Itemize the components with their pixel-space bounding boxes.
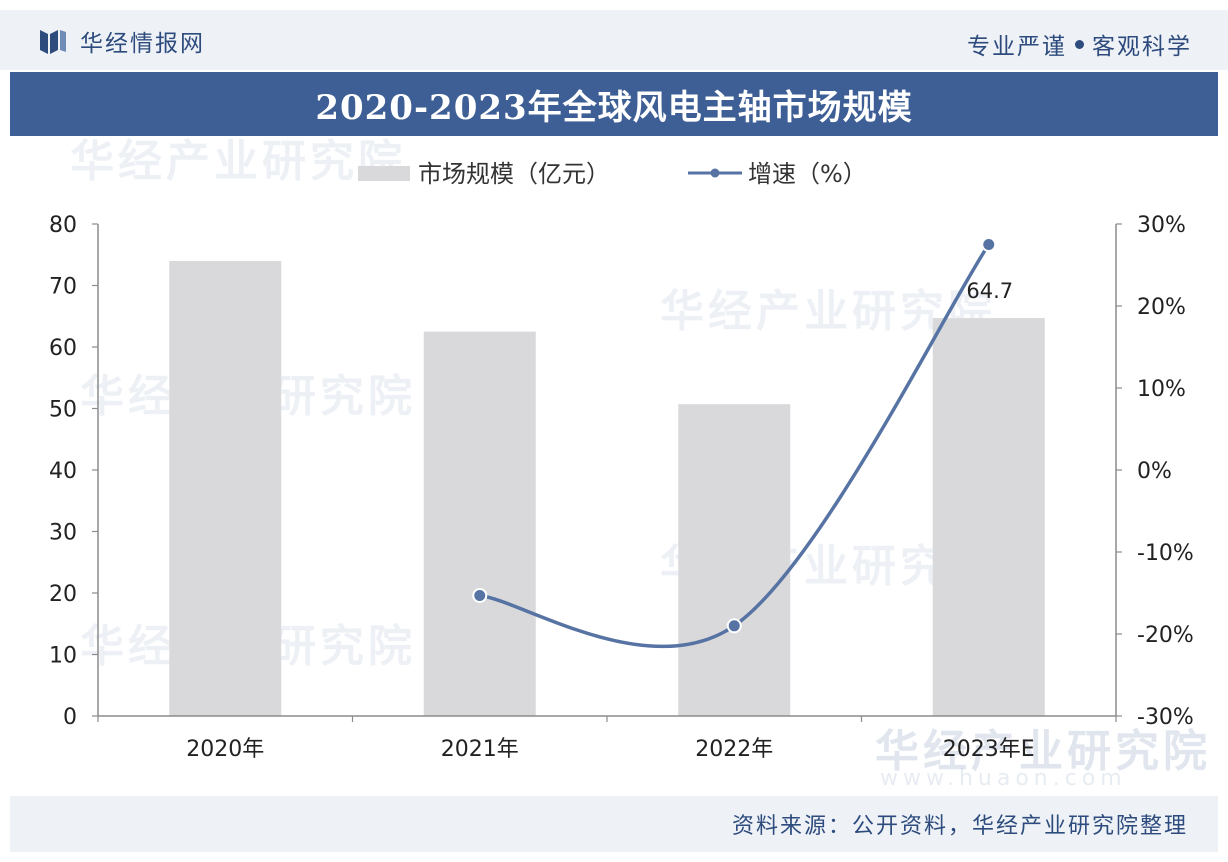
legend-marker-line (710, 168, 720, 178)
header-bar (0, 10, 1228, 70)
slogan-right: 客观科学 (1092, 34, 1192, 60)
chart-title: 2020-2023年全球风电主轴市场规模 (315, 87, 913, 128)
footer-bar: 资料来源：公开资料，华经产业研究院整理 (10, 796, 1218, 852)
left-tick-label: 40 (49, 459, 77, 484)
growth-point (981, 237, 997, 252)
right-tick-label: 10% (1137, 377, 1186, 402)
bar (932, 318, 1045, 716)
slogan-left: 专业严谨 (967, 34, 1067, 60)
chart-title-bar: 2020-2023年全球风电主轴市场规模 (10, 72, 1218, 136)
left-tick-label: 50 (49, 398, 77, 423)
bar (169, 260, 282, 716)
bar (678, 404, 791, 716)
bar-data-label: 64.7 (966, 279, 1013, 303)
left-tick-label: 70 (49, 275, 77, 300)
growth-point (726, 618, 742, 634)
brand[interactable]: 华经情报网 (38, 24, 205, 58)
slogan: 专业严谨 客观科学 (967, 27, 1192, 61)
left-tick-label: 80 (49, 213, 77, 238)
chart: 市场规模（亿元） 增速（%） 64.7 0 10 20 30 40 50 60 70 80 -30% -2… (49, 160, 1194, 762)
left-tick-label: 60 (49, 336, 77, 361)
right-tick-label: 30% (1137, 213, 1186, 238)
left-tick-label: 20 (49, 582, 77, 607)
right-tick-label: -10% (1137, 541, 1194, 566)
left-tick-label: 30 (49, 521, 77, 546)
right-tick-label: -30% (1137, 705, 1194, 730)
right-tick-label: 20% (1137, 295, 1186, 320)
legend-swatch-bar (358, 166, 410, 181)
legend-label-bar: 市场规模（亿元） (418, 160, 610, 188)
left-tick-label: 10 (49, 644, 77, 669)
bar (423, 331, 536, 716)
legend-label-line: 增速（%） (748, 160, 867, 188)
right-tick-label: 0% (1137, 459, 1172, 484)
left-tick-label: 0 (63, 705, 77, 730)
slogan-dot-icon (1075, 39, 1084, 49)
x-tick-label: 2021年 (441, 737, 519, 762)
brand-logo-icon (40, 30, 66, 54)
x-tick-label: 2023年E (943, 737, 1035, 762)
growth-line (479, 243, 991, 649)
source-note: 资料来源：公开资料，华经产业研究院整理 (731, 814, 1188, 839)
growth-point (472, 587, 488, 603)
x-tick-label: 2020年 (186, 737, 264, 762)
right-tick-label: -20% (1137, 623, 1194, 648)
x-tick-label: 2022年 (695, 737, 773, 762)
brand-name: 华经情报网 (80, 31, 205, 57)
